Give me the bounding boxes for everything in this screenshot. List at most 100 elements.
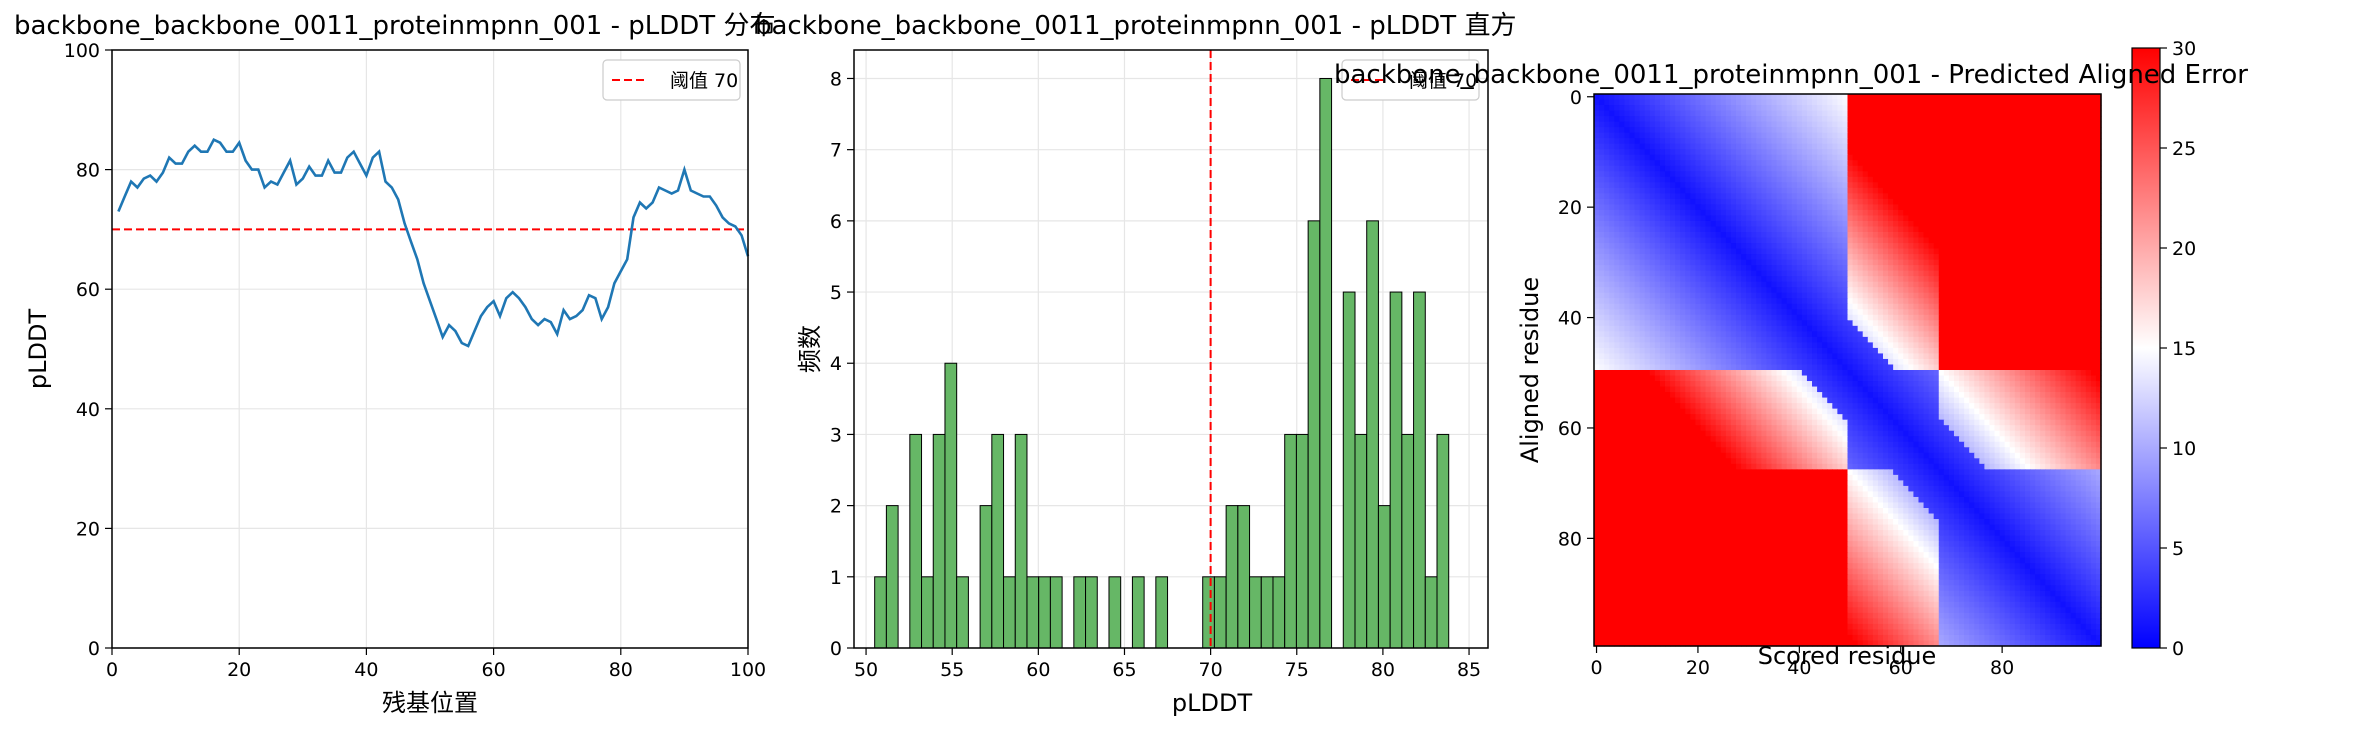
pae-cell [1690,182,1696,189]
pae-cell [1827,342,1833,349]
pae-cell [1888,132,1894,139]
pae-cell [2065,309,2072,316]
pae-cell [1999,105,2006,112]
pae-cell [1644,254,1651,261]
pae-cell [1827,110,1833,117]
pae-cell [1933,209,1940,217]
pae-cell [1791,336,1798,343]
pae-cell [1842,270,1849,277]
pae-cell [2055,237,2062,244]
pae-cell [1943,270,1950,277]
pae-cell [1999,298,2006,305]
pae-cell [1720,138,1727,145]
pae-cell [1923,254,1930,261]
pae-cell [1644,187,1651,194]
pae-cell [1806,325,1813,332]
pae-cell [1715,105,1722,112]
pae-cell [1806,143,1813,150]
pae-cell [1786,325,1793,332]
pae-cell [1938,138,1945,145]
pae-cell [1715,292,1722,299]
pae-cell [2055,298,2062,305]
pae-cell [1599,165,1605,172]
pae-cell [1685,320,1691,327]
pae-cell [1741,176,1747,183]
pae-cell [2024,298,2031,305]
pae-cell [1680,94,1686,101]
pae-cell [2004,154,2011,161]
pae-cell [2080,309,2087,316]
pae-cell [1766,154,1773,161]
pae-cell [1604,254,1610,261]
pae-cell [2045,215,2051,222]
pae-cell [1979,116,1985,123]
pae-cell [1842,138,1849,145]
pae-cell [1796,276,1803,283]
pae-cell [1964,248,1970,255]
pae-cell [1634,193,1641,200]
pae-cell [1832,232,1838,239]
pae-cell [1710,331,1717,338]
pae-cell [1624,209,1631,217]
pae-cell [2004,336,2011,343]
pae-cell [2095,265,2102,272]
pae-cell [1670,193,1676,200]
pae-cell [1695,99,1702,106]
pae-cell [1654,259,1661,266]
pae-cell [1837,154,1844,161]
pae-cell [1867,132,1874,139]
pae-cell [1832,171,1838,178]
pae-cell [1710,254,1717,261]
pae-cell [1781,149,1788,156]
line-chart-x-tick-label: 20 [227,659,251,681]
pae-cell [1604,121,1610,128]
pae-cell [1857,276,1864,283]
pae-cell [1725,232,1732,239]
pae-cell [1594,94,1600,101]
pae-cell [1644,182,1651,189]
pae-cell [1705,298,1712,305]
pae-cell [1817,99,1823,106]
pae-cell [1604,320,1610,327]
pae-cell [1664,94,1671,101]
pae-cell [1984,165,1991,172]
pae-cell [1888,94,1894,101]
pae-cell [1664,309,1671,316]
pae-cell [1938,165,1945,172]
pae-cell [1888,226,1894,233]
pae-cell [1730,270,1737,277]
pae-cell [1837,281,1844,288]
pae-cell [2065,298,2072,305]
pae-cell [2040,292,2046,299]
pae-cell [1695,143,1702,150]
pae-cell [1791,232,1798,239]
pae-cell [1959,226,1965,233]
pae-cell [1675,110,1681,117]
pae-cell [2075,309,2082,316]
pae-cell [1872,243,1879,250]
pae-cell [1614,270,1620,277]
histogram-bar [1389,291,1403,649]
pae-cell [1675,187,1681,194]
pae-cell [1700,220,1707,228]
pae-cell [2040,176,2046,183]
pae-cell [1806,336,1813,343]
pae-cell [1827,331,1833,338]
pae-cell [1609,265,1615,272]
pae-cell [1994,209,2001,217]
pae-cell [1654,171,1661,178]
pae-cell [1781,187,1788,194]
pae-cell [1832,160,1838,167]
pae-cell [2035,336,2041,343]
pae-cell [2055,132,2062,139]
pae-cell [2075,143,2082,150]
pae-cell [2019,265,2026,272]
pae-cell [2050,116,2056,123]
pae-cell [1766,171,1773,178]
pae-cell [1903,243,1909,250]
pae-cell [1735,281,1742,288]
pae-cell [1867,259,1874,266]
pae-cell [1786,226,1793,233]
pae-cell [1933,270,1940,277]
pae-cell [2095,204,2102,211]
